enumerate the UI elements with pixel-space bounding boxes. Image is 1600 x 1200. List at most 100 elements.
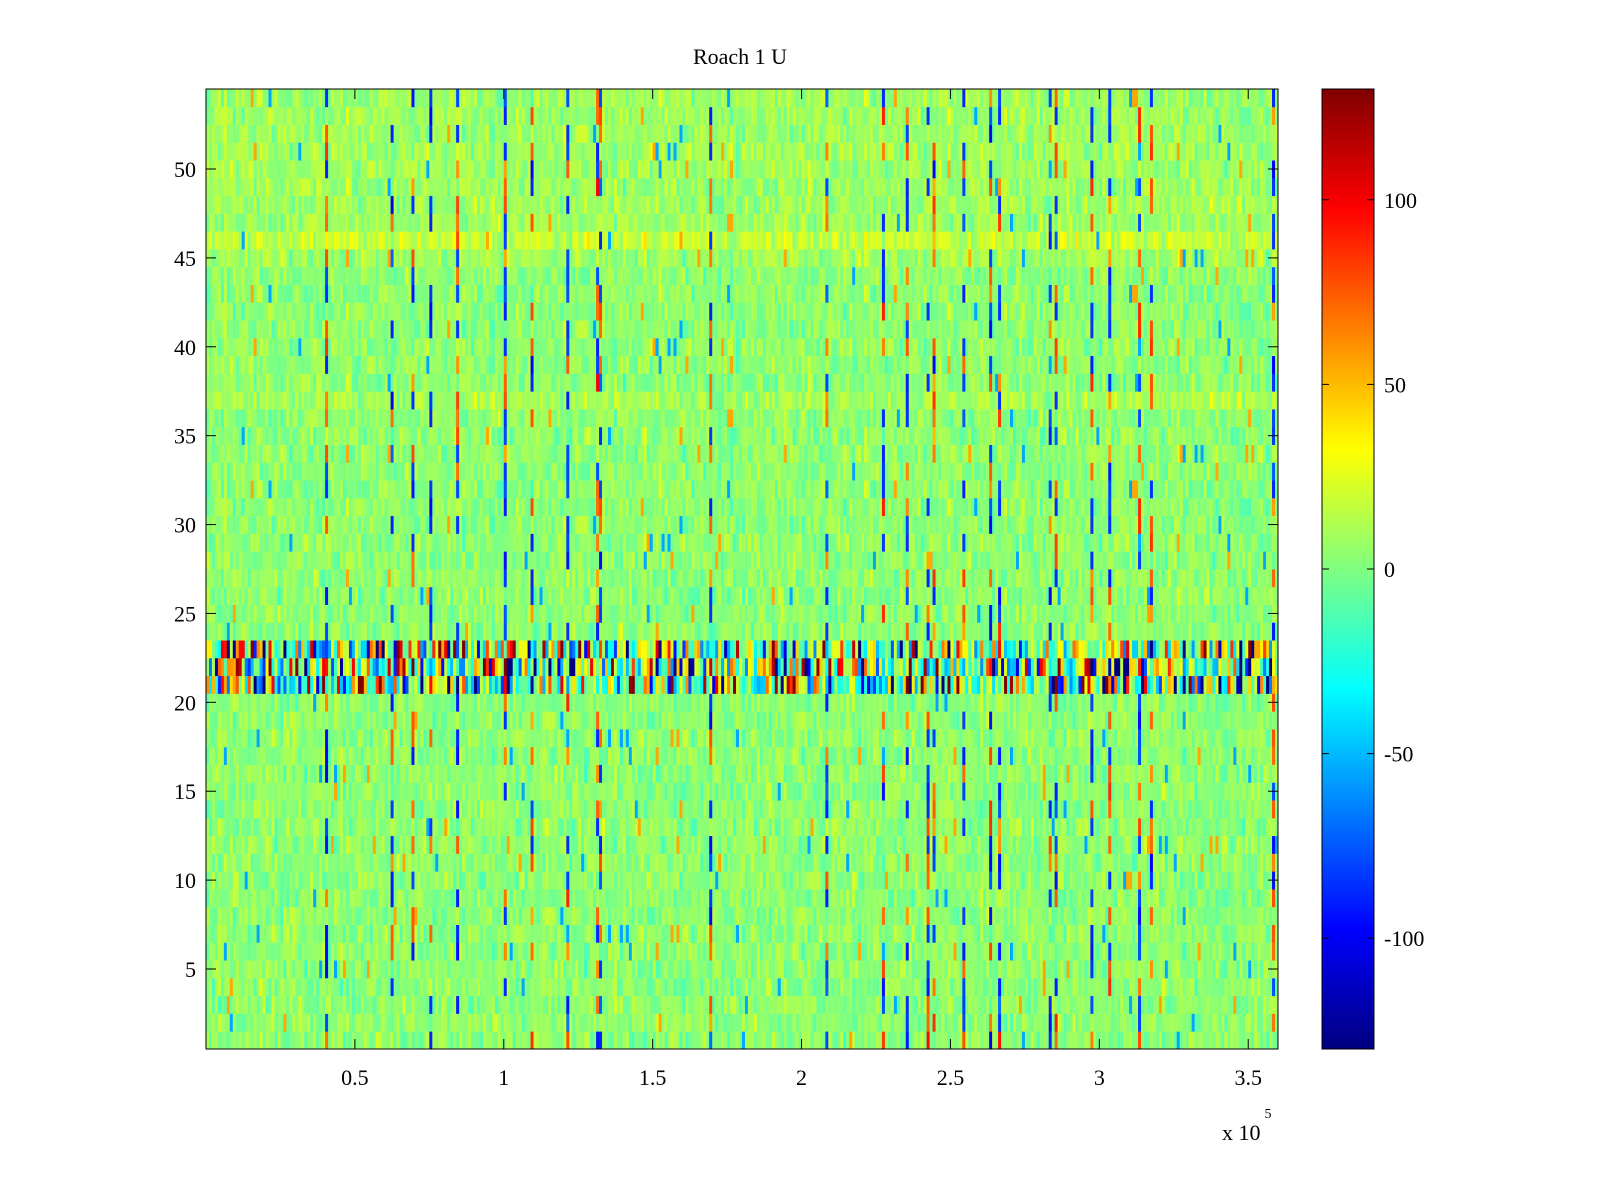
- heatmap-cell: [750, 871, 755, 890]
- heatmap-cell: [1197, 924, 1201, 943]
- heatmap-cell: [584, 906, 588, 925]
- heatmap-cell: [468, 924, 472, 943]
- heatmap-cell: [953, 853, 957, 872]
- heatmap-cell: [563, 942, 567, 961]
- heatmap-cell: [798, 977, 802, 997]
- heatmap-cell: [739, 995, 743, 1014]
- heatmap-cell: [1057, 889, 1062, 908]
- heatmap-cell: [804, 871, 808, 890]
- heatmap-cell: [840, 800, 844, 819]
- heatmap-cell: [334, 889, 338, 908]
- heatmap-cell: [1164, 942, 1169, 961]
- heatmap-cell: [1102, 889, 1106, 908]
- heatmap-cell: [694, 942, 698, 961]
- heatmap-cell: [786, 817, 791, 837]
- heatmap-cell: [810, 835, 814, 854]
- heatmap-cell: [363, 1013, 368, 1032]
- heatmap-cell: [1090, 960, 1094, 979]
- heatmap-cell: [1272, 1013, 1276, 1032]
- heatmap-cell: [1012, 817, 1017, 837]
- heatmap-cell: [417, 906, 421, 925]
- heatmap-cell: [217, 871, 222, 890]
- heatmap-cell: [1093, 835, 1097, 854]
- heatmap-cell: [935, 977, 939, 997]
- heatmap-cell: [893, 977, 898, 997]
- heatmap-cell: [831, 800, 835, 819]
- heatmap-cell: [548, 800, 552, 819]
- heatmap-cell: [956, 960, 960, 979]
- heatmap-cell: [482, 800, 487, 819]
- heatmap-cell: [1144, 960, 1148, 979]
- heatmap-cell: [878, 924, 883, 943]
- heatmap-cell: [396, 853, 400, 872]
- heatmap-cell: [235, 1031, 240, 1050]
- heatmap-cell: [524, 835, 528, 854]
- heatmap-cell: [658, 995, 662, 1014]
- heatmap-cell: [643, 1013, 648, 1032]
- heatmap-cell: [810, 889, 814, 908]
- heatmap-cell: [1257, 906, 1261, 925]
- heatmap-cell: [1167, 1013, 1172, 1032]
- heatmap-cell: [798, 853, 802, 872]
- heatmap-cell: [307, 977, 311, 997]
- heatmap-cell: [646, 924, 651, 943]
- heatmap-cell: [429, 871, 433, 890]
- heatmap-cell: [1030, 995, 1035, 1014]
- heatmap-cell: [673, 995, 677, 1014]
- heatmap-cell: [351, 800, 356, 819]
- heatmap-cell: [1152, 924, 1157, 943]
- heatmap-cell: [658, 942, 662, 961]
- heatmap-cell: [640, 817, 645, 837]
- heatmap-cell: [596, 995, 600, 1014]
- heatmap-cell: [1024, 853, 1029, 872]
- heatmap-cell: [682, 1013, 686, 1032]
- heatmap-cell: [1212, 942, 1216, 961]
- heatmap-cell: [533, 1013, 537, 1032]
- heatmap-cell: [488, 960, 493, 979]
- heatmap-cell: [566, 960, 570, 979]
- heatmap-cell: [465, 817, 469, 837]
- heatmap-cell: [551, 817, 555, 837]
- heatmap-cell: [1090, 977, 1094, 997]
- heatmap-cell: [771, 817, 776, 837]
- heatmap-cell: [235, 853, 240, 872]
- heatmap-cell: [1090, 817, 1094, 837]
- heatmap-cell: [712, 817, 716, 837]
- heatmap-cell: [1152, 853, 1157, 872]
- heatmap-cell: [637, 1013, 642, 1032]
- heatmap-cell: [280, 1013, 284, 1032]
- heatmap-cell: [345, 960, 350, 979]
- heatmap-cell: [322, 906, 326, 925]
- heatmap-cell: [1051, 853, 1056, 872]
- heatmap-cell: [619, 1031, 624, 1050]
- heatmap-cell: [488, 1013, 493, 1032]
- heatmap-cell: [208, 853, 213, 872]
- heatmap-cell: [724, 995, 728, 1014]
- heatmap-cell: [476, 1013, 481, 1032]
- heatmap-cell: [1242, 853, 1246, 872]
- heatmap-cell: [301, 960, 305, 979]
- heatmap-cell: [1138, 835, 1142, 854]
- heatmap-cell: [780, 853, 785, 872]
- heatmap-cell: [289, 853, 293, 872]
- heatmap-cell: [727, 871, 731, 890]
- heatmap-cell: [828, 960, 832, 979]
- heatmap-cell: [691, 906, 695, 925]
- heatmap-cell: [619, 906, 624, 925]
- heatmap-cell: [795, 889, 799, 908]
- heatmap-cell: [1138, 977, 1142, 997]
- heatmap-cell: [1084, 1031, 1088, 1050]
- heatmap-cell: [691, 960, 695, 979]
- heatmap-cell: [277, 889, 281, 908]
- heatmap-cell: [929, 1031, 933, 1050]
- heatmap-cell: [518, 960, 523, 979]
- heatmap-cell: [938, 924, 942, 943]
- heatmap-cell: [441, 853, 445, 872]
- heatmap-cell: [566, 924, 570, 943]
- heatmap-cell: [765, 1013, 770, 1032]
- heatmap-cell: [926, 817, 930, 837]
- heatmap-cell: [944, 1031, 948, 1050]
- heatmap-cell: [1081, 995, 1085, 1014]
- heatmap-cell: [759, 924, 764, 943]
- heatmap-cell: [670, 800, 674, 819]
